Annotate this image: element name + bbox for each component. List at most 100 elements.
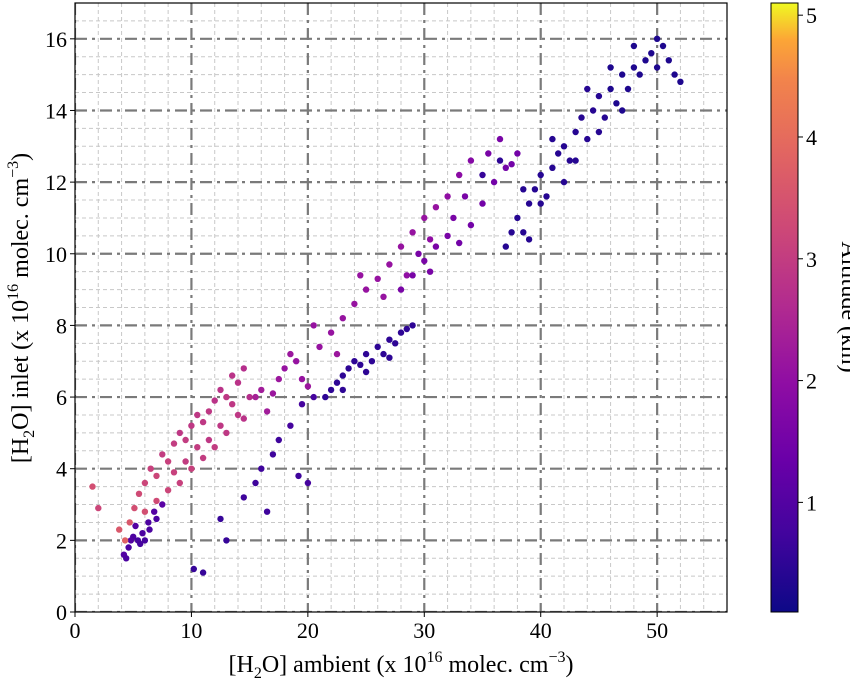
data-point	[263, 508, 271, 515]
data-point	[211, 444, 218, 451]
data-point	[116, 526, 123, 533]
data-point	[584, 135, 591, 143]
data-point	[380, 350, 387, 358]
data-point	[555, 150, 562, 157]
data-point	[520, 229, 527, 236]
data-point	[275, 375, 282, 383]
data-point	[327, 386, 335, 394]
data-point	[176, 479, 183, 487]
data-point	[316, 343, 323, 351]
x-tick-label: 50	[646, 618, 668, 643]
plot-frame	[74, 2, 728, 613]
data-point	[205, 408, 213, 415]
colorbar-tick-label: 5	[806, 3, 817, 28]
colorbar-tick-label: 2	[806, 369, 817, 394]
data-point	[415, 250, 422, 257]
data-point	[613, 100, 620, 107]
data-point	[131, 504, 138, 512]
data-point	[333, 379, 341, 386]
data-point	[362, 368, 370, 376]
data-point	[392, 340, 399, 347]
data-point	[426, 268, 434, 275]
data-point	[182, 436, 189, 444]
data-point	[211, 397, 218, 404]
data-point	[630, 42, 638, 50]
data-point	[589, 107, 597, 114]
colorbar-ticks: 1 2 3 4 5	[798, 3, 817, 515]
data-point	[543, 193, 550, 200]
data-point	[147, 465, 154, 472]
y-tick-label: 16	[45, 27, 67, 52]
data-point	[304, 479, 312, 487]
data-point	[190, 565, 197, 573]
data-point	[188, 465, 195, 472]
y-tick-label: 2	[56, 528, 67, 553]
y-tick-label: 4	[56, 457, 67, 482]
y-tick-label: 12	[45, 170, 67, 195]
data-point	[153, 515, 160, 523]
data-point	[234, 379, 242, 386]
data-point	[374, 275, 381, 282]
data-point	[182, 458, 189, 465]
data-point	[362, 286, 370, 293]
data-point	[194, 411, 201, 419]
data-point	[126, 519, 133, 526]
data-point	[525, 236, 533, 243]
data-point	[630, 64, 638, 71]
data-point	[566, 157, 573, 164]
data-point	[339, 372, 346, 379]
data-point	[531, 186, 539, 193]
data-point	[467, 221, 475, 229]
data-point	[374, 343, 381, 351]
data-point	[601, 114, 608, 121]
data-point	[127, 537, 135, 544]
data-point	[490, 178, 498, 186]
data-point	[234, 411, 242, 419]
data-point	[496, 135, 504, 143]
data-point	[304, 383, 312, 390]
data-point	[199, 569, 207, 576]
data-point	[159, 451, 166, 458]
data-point	[648, 50, 655, 57]
x-tick-label: 20	[297, 618, 319, 643]
y-tick-label: 8	[56, 313, 67, 338]
data-point	[151, 508, 158, 515]
data-point	[310, 322, 317, 329]
data-point	[409, 322, 416, 329]
data-point	[479, 200, 486, 207]
data-point	[223, 393, 230, 401]
data-point	[619, 71, 626, 78]
data-point	[502, 164, 509, 171]
data-point	[653, 64, 661, 71]
data-point	[141, 508, 149, 515]
data-point	[525, 200, 533, 207]
data-point	[125, 544, 132, 551]
data-point	[426, 236, 434, 243]
minor-grid	[75, 3, 727, 612]
data-point	[520, 186, 527, 193]
colorbar-tick-label: 1	[806, 490, 817, 515]
data-point	[199, 454, 207, 462]
data-point	[322, 393, 329, 401]
data-point	[139, 530, 146, 537]
data-point	[217, 515, 224, 523]
colorbar-tick-label: 4	[806, 125, 817, 150]
data-point	[281, 365, 288, 372]
y-axis-ticks: 0 2 4 6 8 10 12 14 16	[45, 27, 75, 625]
data-point	[636, 71, 643, 78]
data-point	[164, 458, 172, 465]
data-point	[572, 157, 579, 164]
data-point	[199, 418, 207, 426]
data-point	[258, 386, 265, 394]
data-point	[263, 408, 271, 415]
data-point	[397, 329, 405, 336]
data-point	[194, 444, 201, 451]
data-point	[95, 504, 102, 512]
data-point	[170, 440, 178, 447]
data-point	[89, 483, 96, 490]
data-point	[595, 92, 603, 100]
data-point	[275, 436, 282, 444]
data-point	[188, 422, 195, 429]
data-point	[269, 451, 277, 458]
